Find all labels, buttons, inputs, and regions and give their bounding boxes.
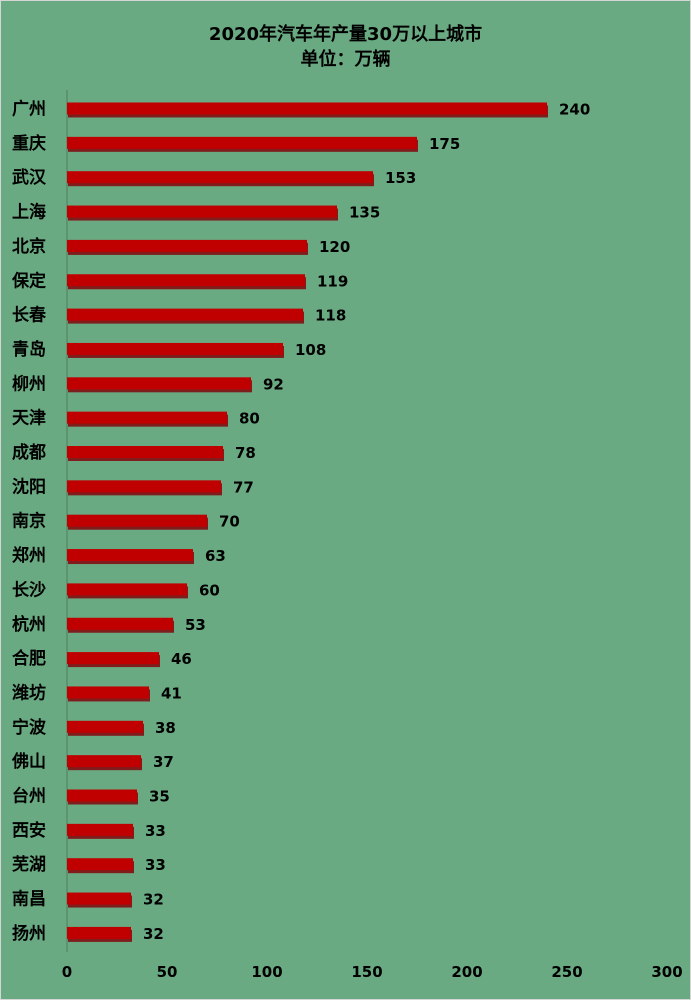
bar <box>67 239 307 252</box>
x-tick-label: 250 <box>551 963 582 981</box>
category-label: 扬州 <box>12 923 46 944</box>
category-label: 长春 <box>12 305 46 326</box>
bar <box>67 652 159 665</box>
category-label: 成都 <box>12 442 46 463</box>
value-label: 60 <box>199 581 220 599</box>
value-label: 35 <box>149 788 170 806</box>
bar <box>67 686 149 699</box>
category-label: 潍坊 <box>12 682 46 703</box>
category-label: 佛山 <box>11 751 46 772</box>
category-label: 上海 <box>12 202 46 223</box>
bar <box>67 480 221 493</box>
category-label: 保定 <box>11 270 46 291</box>
bar <box>67 274 305 287</box>
value-label: 119 <box>317 272 348 290</box>
category-label: 台州 <box>12 786 46 807</box>
bar <box>67 342 283 355</box>
category-label: 合肥 <box>12 648 46 669</box>
bar <box>67 926 131 939</box>
x-tick-label: 300 <box>651 963 682 981</box>
chart-title: 2020年汽车年产量30万以上城市 <box>208 24 483 45</box>
bar <box>67 789 137 802</box>
value-label: 80 <box>239 410 260 428</box>
value-label: 32 <box>143 891 164 909</box>
value-label: 135 <box>349 204 380 222</box>
value-label: 153 <box>385 169 416 187</box>
x-tick-label: 150 <box>351 963 382 981</box>
category-label: 西安 <box>12 820 46 841</box>
category-label: 沈阳 <box>12 476 46 497</box>
x-tick-label: 100 <box>251 963 282 981</box>
x-tick-label: 200 <box>451 963 482 981</box>
bar <box>67 411 227 424</box>
value-label: 53 <box>185 616 206 634</box>
category-label: 广州 <box>12 99 46 120</box>
bar <box>67 892 131 905</box>
bar <box>67 823 133 836</box>
value-label: 175 <box>429 135 460 153</box>
value-label: 63 <box>205 547 226 565</box>
category-label: 郑州 <box>12 545 46 566</box>
value-label: 46 <box>171 650 192 668</box>
bar <box>67 755 141 768</box>
bar <box>67 617 173 630</box>
category-label: 长沙 <box>12 579 46 600</box>
bar <box>67 102 547 115</box>
value-label: 33 <box>145 856 166 874</box>
value-label: 70 <box>219 513 240 531</box>
value-label: 37 <box>153 753 174 771</box>
category-label: 南京 <box>12 511 46 532</box>
bar <box>67 136 417 149</box>
bar <box>67 308 303 321</box>
value-label: 38 <box>155 719 176 737</box>
value-label: 240 <box>559 101 590 119</box>
value-label: 32 <box>143 925 164 943</box>
category-label: 杭州 <box>12 614 46 635</box>
bar <box>67 514 207 527</box>
bar <box>67 549 193 562</box>
bar <box>67 377 251 390</box>
category-label: 宁波 <box>12 717 47 738</box>
value-label: 77 <box>233 478 254 496</box>
value-label: 108 <box>295 341 326 359</box>
category-label: 武汉 <box>12 167 47 188</box>
category-label: 重庆 <box>12 133 46 154</box>
bar <box>67 446 223 458</box>
x-tick-label: 0 <box>62 963 72 981</box>
value-label: 92 <box>263 375 284 393</box>
category-label: 青岛 <box>12 339 46 360</box>
value-label: 118 <box>315 307 346 325</box>
bar <box>67 171 373 184</box>
category-label: 天津 <box>12 408 46 429</box>
bar <box>67 858 133 871</box>
category-label: 南昌 <box>12 889 46 910</box>
bar <box>67 720 143 733</box>
category-label: 芜湖 <box>12 854 46 875</box>
value-label: 41 <box>161 684 182 702</box>
chart-subtitle: 单位：万辆 <box>300 49 391 70</box>
bar <box>67 205 337 218</box>
value-label: 78 <box>235 444 256 462</box>
x-tick-label: 50 <box>157 963 178 981</box>
category-label: 北京 <box>12 236 46 257</box>
value-label: 33 <box>145 822 166 840</box>
value-label: 120 <box>319 238 350 256</box>
category-label: 柳州 <box>12 373 46 394</box>
bar <box>67 583 187 596</box>
